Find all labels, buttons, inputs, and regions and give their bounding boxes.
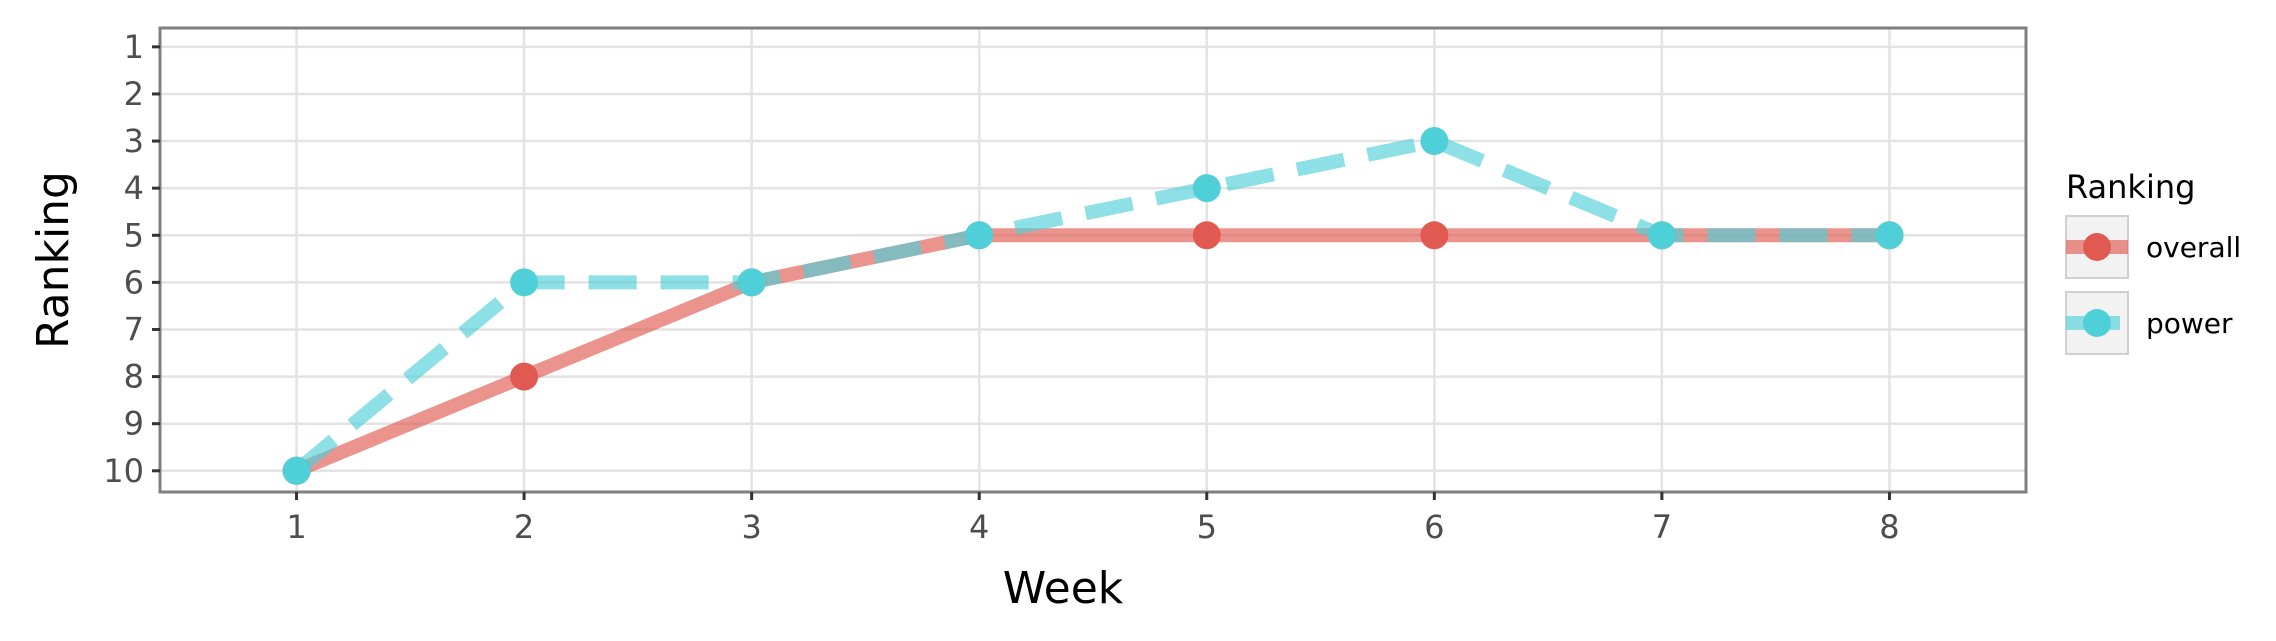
- x-tick-label: 2: [514, 508, 534, 546]
- y-tick-label: 5: [124, 216, 144, 254]
- y-tick-label: 3: [124, 122, 144, 160]
- y-tick-label: 8: [124, 358, 144, 396]
- legend-label-power: power: [2146, 307, 2233, 340]
- y-tick-label: 9: [124, 405, 144, 443]
- x-tick-label: 5: [1197, 508, 1217, 546]
- data-point-overall: [1420, 221, 1449, 250]
- x-tick-label: 6: [1424, 508, 1444, 546]
- y-tick-label: 10: [103, 452, 144, 490]
- y-tick-label: 6: [124, 263, 144, 301]
- x-tick-label: 1: [286, 508, 306, 546]
- x-tick-label: 8: [1879, 508, 1899, 546]
- legend-key-point-overall: [2083, 233, 2111, 261]
- series-points: [282, 127, 1904, 485]
- x-axis: 1 2 3 4 5 6 7 8: [286, 492, 1900, 546]
- data-point-power: [510, 268, 539, 297]
- data-point-power: [737, 268, 766, 297]
- legend-label-overall: overall: [2146, 231, 2241, 264]
- data-point-overall: [510, 362, 539, 391]
- plot-panel: [160, 28, 2026, 492]
- data-point-power: [1420, 127, 1449, 156]
- legend-key-point-power: [2083, 309, 2111, 337]
- y-tick-label: 2: [124, 75, 144, 113]
- data-point-power: [965, 221, 994, 250]
- legend-title: Ranking: [2066, 168, 2195, 206]
- series-lines: [292, 134, 1890, 478]
- x-tick-label: 7: [1652, 508, 1672, 546]
- grid-lines: [160, 28, 2026, 492]
- y-tick-label: 7: [124, 310, 144, 348]
- series-line-power: [292, 134, 1890, 477]
- x-tick-label: 3: [741, 508, 761, 546]
- legend: Ranking overall power: [2065, 168, 2241, 355]
- y-axis-title: Ranking: [28, 171, 79, 349]
- plot-border: [158, 26, 2028, 494]
- data-point-power: [1192, 174, 1221, 203]
- y-tick-label: 4: [124, 169, 144, 207]
- y-tick-label: 1: [124, 28, 144, 66]
- data-point-power: [1647, 221, 1676, 250]
- data-point-overall: [1192, 221, 1221, 250]
- data-point-power: [282, 456, 311, 485]
- x-axis-title: Week: [1003, 563, 1124, 614]
- y-axis: 1 2 3 4 5 6 7 8 9 10: [103, 28, 160, 490]
- series-line-overall: [293, 228, 1890, 478]
- x-tick-label: 4: [969, 508, 989, 546]
- data-point-power: [1875, 221, 1904, 250]
